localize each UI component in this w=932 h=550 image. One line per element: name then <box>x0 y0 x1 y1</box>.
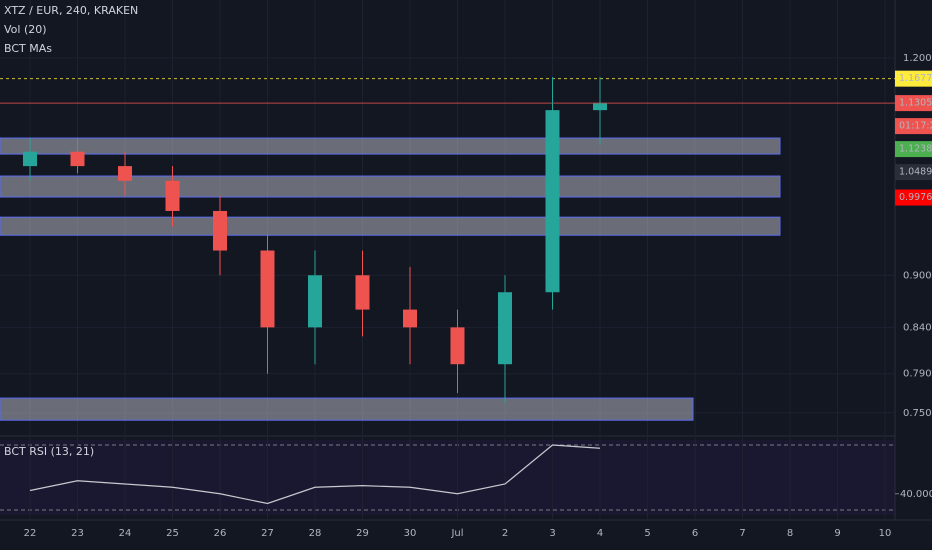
x-tick-label: 9 <box>834 528 840 539</box>
x-tick-label: 29 <box>356 528 369 539</box>
price-tag <box>895 189 932 206</box>
indicator-label: Vol (20) <box>4 23 47 36</box>
candle-body <box>70 151 85 167</box>
candle-body <box>403 309 417 328</box>
x-tick-label: 23 <box>71 528 84 539</box>
zone <box>0 397 694 421</box>
x-tick-label: 27 <box>261 528 274 539</box>
x-tick-label: 30 <box>404 528 417 539</box>
candle-body <box>545 110 560 293</box>
candle-body <box>498 292 512 365</box>
candle-body <box>308 275 322 328</box>
price-tag-label: 1.0489 <box>899 167 932 178</box>
rsi-line <box>29 444 601 505</box>
x-tick-label: 5 <box>644 528 650 539</box>
x-tick-label: 25 <box>166 528 179 539</box>
rsi-tick-label: 40.0000 <box>900 489 932 500</box>
x-tick-label: 8 <box>787 528 793 539</box>
price-tag-label: 1.1677 <box>899 73 932 84</box>
price-tag <box>895 164 932 181</box>
indicator-label: BCT MAs <box>4 42 52 55</box>
x-tick-label: 6 <box>692 528 698 539</box>
candle-body <box>165 180 180 211</box>
x-tick-label: 2 <box>502 528 508 539</box>
rsi-title: BCT RSI (13, 21) <box>4 445 94 458</box>
candle-body <box>23 151 37 167</box>
x-tick-label: 7 <box>739 528 745 539</box>
chart-title: XTZ / EUR, 240, KRAKEN <box>4 4 138 17</box>
x-tick-label: 24 <box>119 528 132 539</box>
price-tag-label: 1.1238 <box>899 144 932 155</box>
x-tick-label: 26 <box>214 528 227 539</box>
candle-body <box>355 275 370 310</box>
price-tag-label: 0.9976 <box>899 192 932 203</box>
x-tick-label: 3 <box>549 528 555 539</box>
zone <box>0 137 781 155</box>
price-tag <box>895 118 932 135</box>
x-tick-label: 4 <box>597 528 603 539</box>
price-tag-label: 1.1305 <box>899 98 932 109</box>
y-tick-label: 0.7500 <box>903 408 932 419</box>
candle-body <box>260 250 275 328</box>
candle-body <box>450 327 465 365</box>
x-tick-label: 22 <box>24 528 37 539</box>
candle-body <box>213 210 227 251</box>
zone <box>0 175 781 198</box>
x-tick-label: 28 <box>309 528 322 539</box>
price-tag <box>895 70 932 87</box>
candle-body <box>593 103 607 111</box>
price-tag-label: 01:17:25 <box>899 121 932 132</box>
candle-body <box>118 166 132 181</box>
x-tick-label: 10 <box>879 528 892 539</box>
zone <box>0 216 781 236</box>
price-tag <box>895 95 932 112</box>
rsi-pane <box>0 440 895 515</box>
x-tick-label: Jul <box>450 528 463 539</box>
price-tag <box>895 141 932 158</box>
